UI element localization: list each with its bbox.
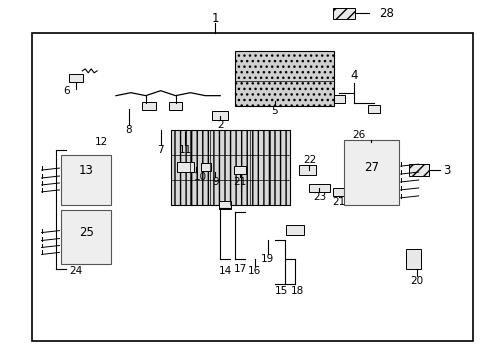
Bar [333, 188, 345, 196]
Text: 17: 17 [233, 264, 246, 274]
Bar [367, 105, 379, 113]
Bar [408, 164, 427, 176]
Text: 18: 18 [290, 286, 304, 296]
Text: 16: 16 [248, 266, 261, 276]
Bar [333, 95, 345, 103]
Bar [333, 8, 354, 19]
Text: 8: 8 [125, 125, 132, 135]
Text: 1: 1 [211, 12, 219, 25]
Text: 19: 19 [261, 255, 274, 264]
Text: 24: 24 [69, 266, 82, 276]
Bar [201, 163, 211, 171]
Text: 6: 6 [63, 86, 70, 96]
Bar [285, 225, 303, 235]
Text: 9: 9 [211, 177, 218, 187]
Bar [168, 102, 182, 109]
Text: 5: 5 [271, 105, 278, 116]
Text: 28: 28 [378, 7, 393, 20]
Text: 10: 10 [193, 172, 206, 182]
Bar [142, 102, 155, 109]
Bar [406, 249, 420, 269]
Text: 2: 2 [217, 121, 223, 130]
Text: 23: 23 [312, 192, 325, 202]
Bar [61, 155, 111, 205]
Text: 15: 15 [275, 286, 288, 296]
Text: 21: 21 [332, 197, 345, 207]
Bar [308, 184, 330, 192]
Text: 14: 14 [218, 266, 231, 276]
Bar [32, 33, 472, 341]
Bar [170, 130, 289, 205]
Bar [344, 140, 398, 205]
Bar [176, 162, 194, 172]
Text: 13: 13 [79, 163, 94, 176]
Text: 27: 27 [363, 161, 378, 174]
Text: 11: 11 [179, 145, 192, 155]
Text: 21: 21 [233, 177, 246, 187]
Bar [69, 74, 83, 82]
Bar [235, 51, 334, 105]
Bar [212, 111, 228, 121]
Text: 20: 20 [409, 276, 422, 286]
Bar [234, 166, 245, 174]
Text: 3: 3 [443, 163, 450, 176]
Bar [219, 201, 231, 209]
Text: 25: 25 [79, 226, 94, 239]
Bar [298, 165, 316, 175]
Text: 26: 26 [352, 130, 365, 140]
Text: 7: 7 [157, 145, 163, 155]
Text: 22: 22 [302, 155, 315, 165]
Text: 12: 12 [94, 137, 107, 147]
Text: 4: 4 [350, 69, 357, 82]
Bar [61, 210, 111, 264]
